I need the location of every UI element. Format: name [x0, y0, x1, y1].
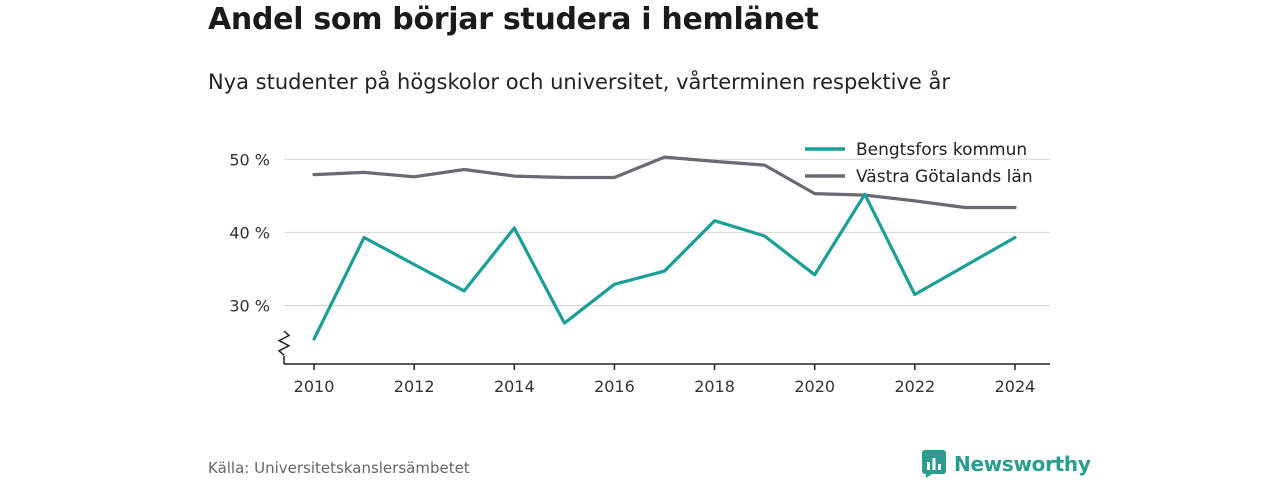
- x-tick-label: 2010: [294, 377, 335, 396]
- source-note: Källa: Universitetskanslersämbetet: [208, 459, 470, 477]
- legend-label: Bengtsfors kommun: [856, 140, 1027, 160]
- line-chart: 30 % 40 % 50 % 2010 2012 2014 2016 2018 2020 2022…: [229, 140, 1050, 396]
- y-tick-label: 30 %: [229, 297, 270, 316]
- series-line-vastra-gotalands-lan: [312, 155, 1017, 210]
- x-tick-label: 2014: [494, 377, 535, 396]
- series-line-bengtsfors-kommun: [312, 192, 1017, 341]
- y-tick-label: 40 %: [229, 223, 270, 242]
- legend-label: Västra Götalands län: [856, 167, 1033, 187]
- newsworthy-logo[interactable]: Newsworthy: [922, 450, 1091, 478]
- x-tick-label: 2018: [694, 377, 735, 396]
- x-tick-label: 2012: [394, 377, 435, 396]
- y-tick-label: 50 %: [229, 150, 270, 169]
- chart-title: Andel som börjar studera i hemlänet: [208, 2, 819, 37]
- axis-break-icon: [277, 330, 291, 356]
- x-tick-label: 2016: [594, 377, 635, 396]
- x-tick-label: 2020: [794, 377, 835, 396]
- brand-name: Newsworthy: [954, 452, 1091, 476]
- x-tick-label: 2022: [894, 377, 935, 396]
- newsworthy-chart-icon: [922, 450, 946, 478]
- chart-subtitle: Nya studenter på högskolor och universit…: [208, 70, 950, 94]
- x-tick-label: 2024: [995, 377, 1036, 396]
